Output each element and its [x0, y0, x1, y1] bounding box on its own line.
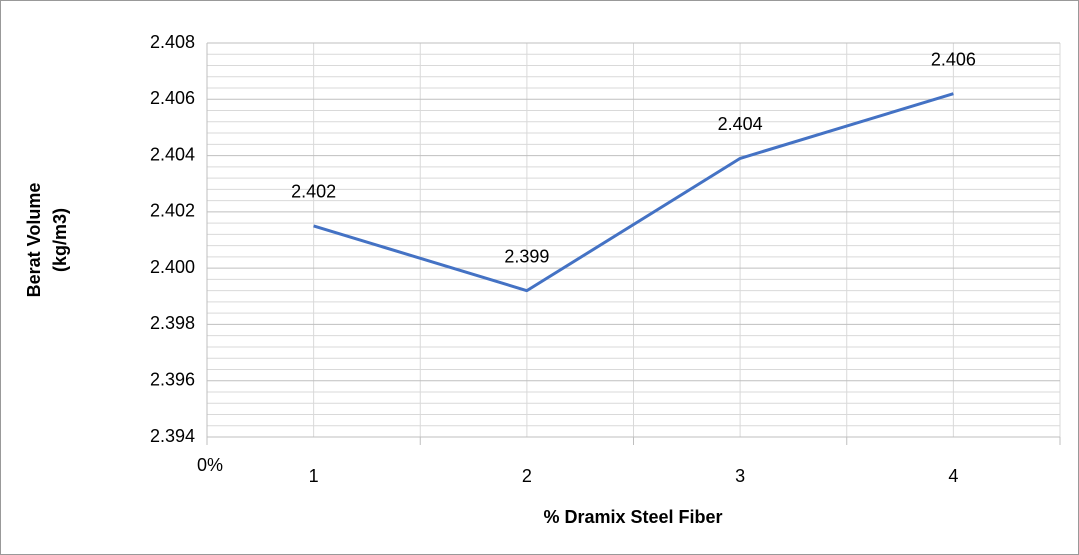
y-tick-label: 2.404 — [150, 144, 195, 164]
y-axis-title-line: (kg/m3) — [50, 208, 70, 272]
x-tick-label: 1 — [309, 466, 319, 486]
y-axis-title-line: Berat Volume — [24, 183, 44, 298]
y-tick-label: 2.400 — [150, 257, 195, 277]
y-tick-label: 2.406 — [150, 88, 195, 108]
data-label: 2.399 — [504, 246, 549, 266]
x-tick-label: 2 — [522, 466, 532, 486]
data-line — [313, 92, 954, 293]
x-tick-label: 4 — [948, 466, 958, 486]
y-tick-label: 2.394 — [150, 426, 195, 446]
data-label: 2.402 — [291, 182, 336, 202]
y-tick-label: 2.396 — [150, 369, 195, 389]
x-axis-title: % Dramix Steel Fiber — [543, 507, 722, 527]
x-origin-label: 0% — [197, 455, 223, 475]
data-label: 2.406 — [931, 49, 976, 69]
y-tick-label: 2.408 — [150, 32, 195, 52]
y-axis-title: Berat Volume (kg/m3) — [24, 183, 70, 298]
data-label: 2.404 — [718, 114, 763, 134]
y-tick-label: 2.398 — [150, 313, 195, 333]
x-tick-label: 3 — [735, 466, 745, 486]
y-tick-label: 2.402 — [150, 201, 195, 221]
